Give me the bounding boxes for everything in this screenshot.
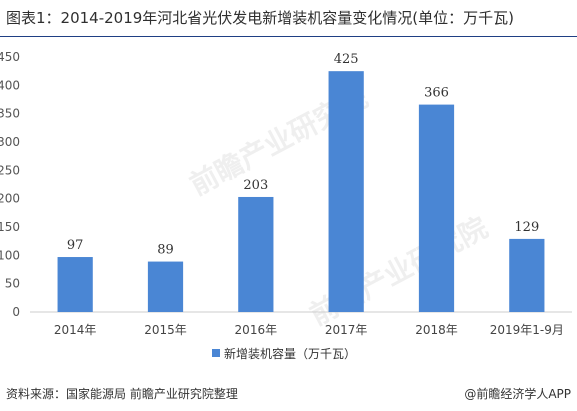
x-tick-label: 2016年 xyxy=(235,323,278,337)
data-label: 89 xyxy=(157,243,174,258)
x-tick-label: 2019年1-9月 xyxy=(490,323,564,337)
y-tick-label: 0 xyxy=(12,305,20,319)
data-label: 129 xyxy=(514,220,539,235)
y-tick-label: 150 xyxy=(0,220,20,234)
bar xyxy=(57,257,93,312)
y-tick-label: 300 xyxy=(0,135,20,149)
y-tick-label: 450 xyxy=(0,50,20,64)
chart-title: 图表1：2014-2019年河北省光伏发电新增装机容量变化情况(单位：万千瓦) xyxy=(6,9,515,27)
y-tick-label: 100 xyxy=(0,248,20,262)
title-underline xyxy=(0,36,577,37)
legend-swatch xyxy=(212,349,220,357)
x-tick-label: 2015年 xyxy=(144,323,187,337)
source-note: 资料来源：国家能源局 前瞻产业研究院整理 xyxy=(6,387,238,401)
data-label: 425 xyxy=(334,52,359,67)
x-tick-label: 2014年 xyxy=(54,323,97,337)
bar xyxy=(328,71,364,313)
x-tick-label: 2018年 xyxy=(415,323,458,337)
y-tick-label: 350 xyxy=(0,107,20,121)
data-label: 366 xyxy=(424,86,449,101)
y-tick-label: 400 xyxy=(0,78,20,92)
bar xyxy=(147,261,184,312)
bar-chart: 0 50 100 150 200 250 300 350 400 450 97 2014年 89 2015… xyxy=(0,50,572,361)
y-tick-label: 200 xyxy=(0,192,20,206)
bar xyxy=(509,238,545,312)
legend-label: 新增装机容量（万千瓦） xyxy=(224,346,356,361)
x-tick-label: 2017年 xyxy=(325,323,368,337)
data-label: 97 xyxy=(67,238,84,253)
brand-credit: @前瞻经济学人APP xyxy=(464,387,571,401)
bar xyxy=(418,104,455,312)
data-label: 203 xyxy=(243,178,268,193)
bar xyxy=(238,196,274,312)
y-tick-label: 50 xyxy=(5,277,20,291)
y-tick-label: 250 xyxy=(0,163,20,177)
